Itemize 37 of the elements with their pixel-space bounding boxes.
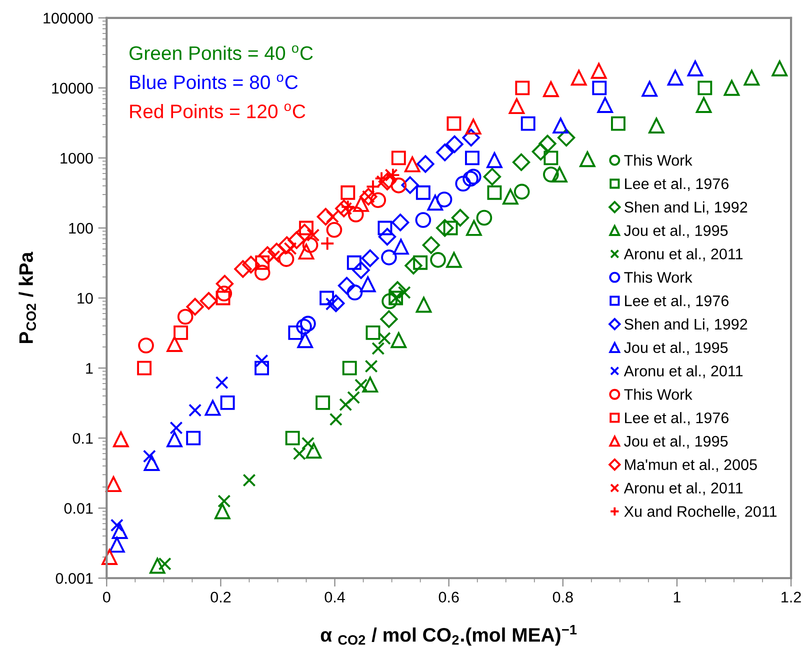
legend-label: Lee et al., 1976 xyxy=(625,178,728,191)
x-axis-title: α $_{CO2}$ / mol CO$_{2}$.(mol MEA)$^{−1}$ xyxy=(320,625,577,646)
y-tick-label: 100 xyxy=(69,222,93,234)
y-tick-label: 0.1 xyxy=(72,432,93,444)
y-tick-label: 1 xyxy=(86,363,93,374)
y-axis-title: P$_{CO2}$ / kPa xyxy=(18,252,36,343)
legend-label: Aronu et al., 2011 xyxy=(624,482,743,496)
legend-label: Ma'mun et al., 2005 xyxy=(625,458,757,472)
legend-label: Shen and Li, 1992 xyxy=(624,201,748,214)
legend-label: This Work xyxy=(624,272,692,283)
x-tick-label: 1.2 xyxy=(782,592,801,602)
y-tick-label: 100000 xyxy=(44,12,93,24)
x-tick-label: 0.8 xyxy=(552,592,573,603)
legend-label: Aronu et al., 2011 xyxy=(624,248,743,262)
x-tick-label: 0.4 xyxy=(324,592,345,603)
legend-label: This Work xyxy=(624,388,692,400)
y-tick-label: 10000 xyxy=(52,82,93,94)
y-tick-label: 0.01 xyxy=(64,502,93,514)
legend-label: Aronu et al., 2011 xyxy=(624,365,743,378)
legend-label: This Work xyxy=(624,154,692,166)
legend-label: Jou et al., 1995 xyxy=(624,435,728,448)
x-tick-label: 0 xyxy=(103,592,110,603)
legend-label: Shen and Li, 1992 xyxy=(624,318,748,332)
annotation: Blue Points = 80 $^{o}$C xyxy=(130,74,298,90)
annotation: Red Points = 120 $^{o}$C xyxy=(130,104,306,118)
x-tick-label: 0.2 xyxy=(210,592,231,603)
legend-label: Lee et al., 1976 xyxy=(625,295,728,308)
legend-label: Jou et al., 1995 xyxy=(624,224,728,238)
x-tick-label: 0.6 xyxy=(438,592,459,603)
y-tick-label: 0.001 xyxy=(56,573,93,584)
x-tick-label: 1 xyxy=(674,592,680,602)
legend-label: Xu and Rochelle, 2011 xyxy=(624,506,777,519)
y-tick-label: 1000 xyxy=(60,152,93,164)
legend-label: Lee et al., 1976 xyxy=(625,412,728,426)
annotation: Green Ponits = 40 $^{o}$C xyxy=(130,45,313,60)
y-tick-label: 10 xyxy=(78,292,93,304)
legend-label: Jou et al., 1995 xyxy=(624,342,728,355)
